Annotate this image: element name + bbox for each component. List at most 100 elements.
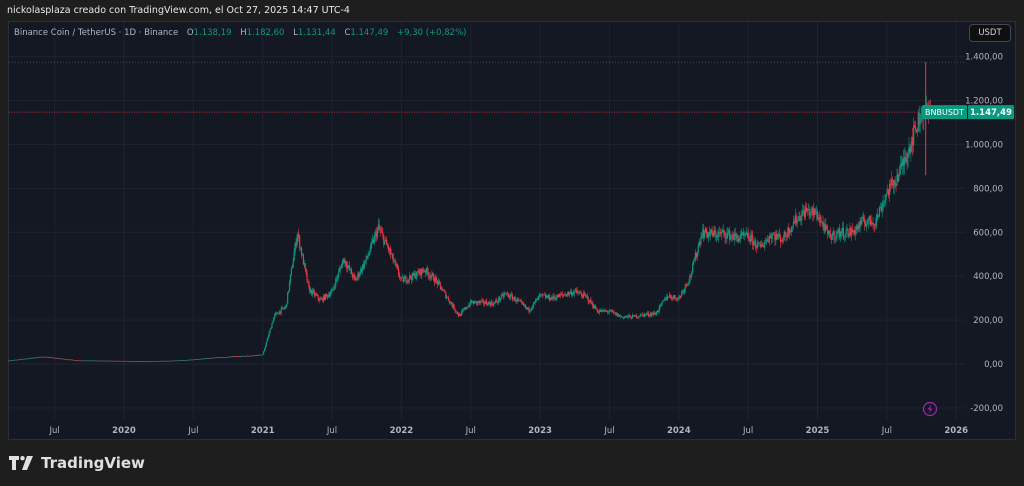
tradingview-logo-icon xyxy=(9,456,33,470)
candle-body xyxy=(623,316,625,319)
candle-body xyxy=(15,359,17,361)
candle-body xyxy=(203,358,206,360)
candle-body xyxy=(383,235,385,245)
candle-body xyxy=(688,280,690,284)
candle-body xyxy=(230,356,232,358)
candle-body xyxy=(806,209,808,212)
candle-body xyxy=(805,207,808,212)
candle-body xyxy=(373,235,376,243)
candle-body xyxy=(921,108,923,115)
candle-body xyxy=(898,175,900,182)
candle-body xyxy=(157,361,159,362)
candle-body xyxy=(526,307,528,309)
candle-body xyxy=(62,358,64,360)
candle-body xyxy=(210,358,212,359)
candle-body xyxy=(607,311,610,313)
candle-body xyxy=(654,312,656,314)
candle-body xyxy=(150,361,152,362)
candle-body xyxy=(552,295,554,299)
candle-body xyxy=(643,313,646,317)
currency-button[interactable]: USDT xyxy=(969,24,1011,42)
candle-body xyxy=(523,304,525,306)
candle-body xyxy=(316,295,318,296)
tradingview-logo[interactable]: TradingView xyxy=(9,454,145,472)
candle-body xyxy=(310,289,312,293)
close-value: 1.147,49 xyxy=(350,28,389,38)
candle-body xyxy=(68,359,71,361)
x-tick-label: Jul xyxy=(465,426,476,436)
candle-body xyxy=(707,232,709,238)
candle-body xyxy=(539,294,541,296)
candle-body xyxy=(376,229,378,238)
candle-body xyxy=(252,355,255,357)
candle-body xyxy=(388,248,390,251)
candle-body xyxy=(393,260,395,263)
candle-body xyxy=(229,356,231,358)
candle-body xyxy=(263,348,266,352)
candle-body xyxy=(897,174,899,182)
candle-body xyxy=(238,356,241,358)
candle-body xyxy=(348,265,350,267)
candle-body xyxy=(275,312,278,314)
candle-body xyxy=(892,180,894,187)
candle-body xyxy=(752,236,754,246)
candle-body xyxy=(293,252,295,261)
candle-body xyxy=(184,360,186,361)
candle-body xyxy=(603,309,605,312)
candle-body xyxy=(84,360,86,362)
candle-body xyxy=(181,360,183,361)
candle-body xyxy=(72,359,74,361)
high-value: 1.182,60 xyxy=(246,28,285,38)
candle-body xyxy=(807,208,809,210)
candle-body xyxy=(588,301,590,303)
candle-body xyxy=(436,280,439,285)
candle-body xyxy=(584,294,587,296)
candle-body xyxy=(259,355,261,356)
candle-body xyxy=(204,358,206,360)
candle-body xyxy=(397,266,399,269)
candle-body xyxy=(314,294,317,296)
candle-body xyxy=(580,292,582,294)
candle-body xyxy=(872,222,874,224)
candle-body xyxy=(791,226,793,233)
candle-body xyxy=(289,274,292,282)
candle-body xyxy=(862,216,864,219)
candle-body xyxy=(754,240,757,247)
candle-body xyxy=(645,314,648,315)
candle-body xyxy=(747,232,749,238)
candle-body xyxy=(100,360,102,362)
candle-body xyxy=(649,313,651,316)
candle-body xyxy=(118,360,120,362)
candle-body xyxy=(704,232,706,238)
candle-body xyxy=(149,361,151,362)
candle-body xyxy=(422,268,424,271)
candle-body xyxy=(51,357,53,359)
candle-body xyxy=(152,361,154,362)
candle-body xyxy=(557,294,560,298)
candle-body xyxy=(744,234,746,236)
candle-body xyxy=(343,258,345,263)
candle-body xyxy=(758,242,760,244)
candle-body xyxy=(563,294,565,296)
candle-body xyxy=(214,357,216,359)
candle-body xyxy=(617,313,619,317)
candle-body xyxy=(766,239,769,242)
candle-body xyxy=(820,221,822,223)
candle-body xyxy=(302,254,304,265)
candle-body xyxy=(517,298,519,301)
candle-body xyxy=(126,361,128,362)
candle-body xyxy=(28,358,30,359)
candle-body xyxy=(796,220,798,224)
candle-body xyxy=(910,145,912,153)
candle-body xyxy=(389,248,391,254)
candle-body xyxy=(738,238,740,242)
symbol-name[interactable]: Binance Coin / TetherUS · 1D · Binance xyxy=(14,28,179,38)
candle-body xyxy=(304,263,306,269)
candle-body xyxy=(212,357,214,359)
candle-body xyxy=(749,239,751,242)
candle-body xyxy=(647,312,649,316)
y-tick-label: 200,00 xyxy=(973,316,1003,326)
candle-body xyxy=(398,274,401,278)
candle-body xyxy=(132,361,134,362)
